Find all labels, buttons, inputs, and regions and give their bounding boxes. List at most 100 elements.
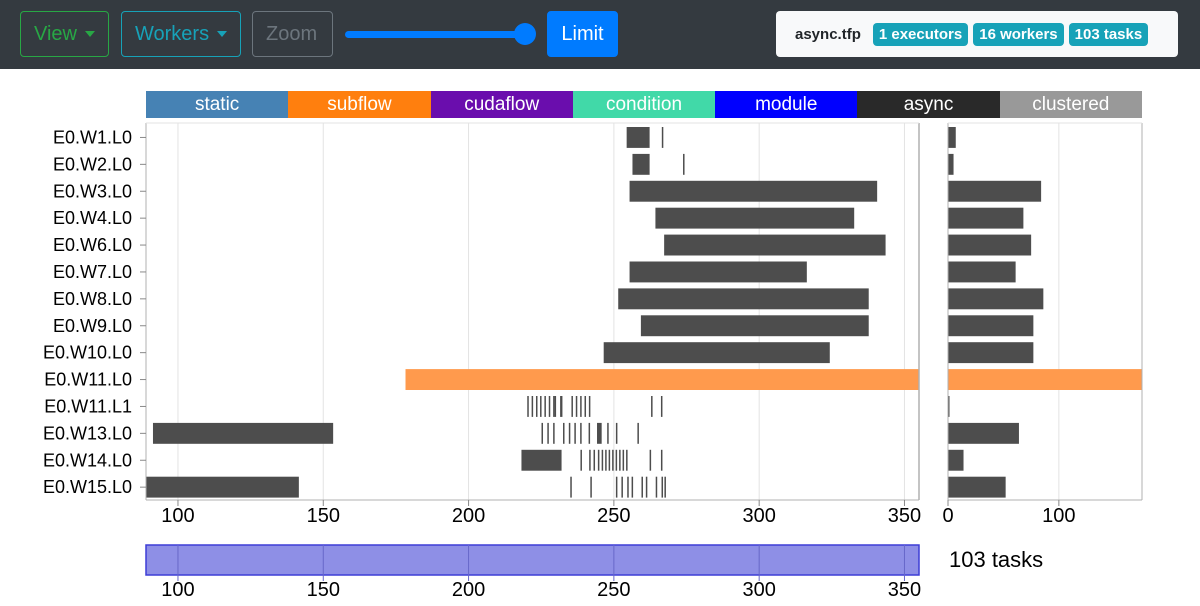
task-bar[interactable]	[527, 396, 529, 417]
task-bar[interactable]	[571, 396, 573, 417]
task-bar[interactable]	[584, 396, 587, 417]
task-bar[interactable]	[607, 422, 609, 444]
task-bar[interactable]	[568, 422, 571, 444]
task-bar[interactable]	[608, 449, 611, 471]
worker-load-bar[interactable]	[948, 180, 1042, 202]
worker-label: E0.W3.L0	[53, 181, 132, 201]
task-bar[interactable]	[603, 342, 830, 364]
task-bar[interactable]	[664, 476, 666, 498]
worker-load-bar[interactable]	[948, 207, 1024, 229]
task-bar[interactable]	[146, 476, 299, 498]
task-bar[interactable]	[641, 476, 643, 498]
task-bar[interactable]	[544, 396, 546, 417]
task-bar[interactable]	[531, 396, 534, 417]
task-bar[interactable]	[535, 396, 538, 417]
task-bar[interactable]	[615, 422, 618, 444]
worker-load-bar[interactable]	[948, 449, 964, 471]
task-bar[interactable]	[589, 449, 591, 471]
task-bar[interactable]	[655, 207, 855, 229]
task-bar[interactable]	[580, 422, 582, 444]
legend-item-subflow[interactable]: subflow	[288, 91, 431, 118]
worker-load-bar[interactable]	[948, 396, 950, 417]
task-bar[interactable]	[637, 422, 639, 444]
task-bar[interactable]	[553, 396, 555, 417]
task-bar[interactable]	[626, 127, 650, 148]
task-bar[interactable]	[574, 422, 576, 444]
brush-selection[interactable]	[145, 544, 920, 576]
legend-item-cudaflow[interactable]: cudaflow	[430, 91, 573, 118]
task-bar[interactable]	[605, 449, 607, 471]
task-bar[interactable]	[597, 449, 600, 471]
legend-item-clustered[interactable]: clustered	[999, 91, 1142, 118]
legend-item-static[interactable]: static	[146, 91, 289, 118]
task-bar[interactable]	[540, 396, 542, 417]
worker-load-bar[interactable]	[948, 369, 1142, 390]
workers-dropdown-button[interactable]: Workers	[121, 11, 241, 57]
task-bar[interactable]	[627, 476, 629, 498]
task-bar[interactable]	[651, 396, 653, 417]
legend-item-condition[interactable]: condition	[572, 91, 716, 118]
top-toolbar: View Workers Zoom Limit async.tfp 1 exec…	[0, 0, 1200, 69]
legend-item-async[interactable]: async	[857, 91, 1000, 118]
task-bar[interactable]	[588, 396, 591, 417]
task-bar[interactable]	[661, 127, 664, 148]
worker-load-bar[interactable]	[948, 315, 1034, 337]
task-bar[interactable]	[664, 234, 886, 256]
task-bar[interactable]	[649, 449, 652, 471]
task-bar[interactable]	[629, 261, 807, 283]
task-bar[interactable]	[575, 396, 578, 417]
task-bar[interactable]	[645, 476, 648, 498]
task-bar[interactable]	[660, 396, 663, 417]
worker-load-bar[interactable]	[948, 288, 1044, 310]
view-dropdown-button[interactable]: View	[20, 11, 109, 57]
task-bar[interactable]	[621, 476, 623, 498]
limit-slider-thumb[interactable]	[514, 23, 536, 45]
worker-load-bar[interactable]	[948, 127, 956, 148]
task-bar[interactable]	[563, 422, 565, 444]
task-bar[interactable]	[660, 449, 663, 471]
task-bar[interactable]	[541, 422, 544, 444]
task-bar[interactable]	[554, 396, 557, 417]
task-bar[interactable]	[560, 396, 563, 417]
task-bar[interactable]	[622, 449, 625, 471]
task-bar[interactable]	[590, 476, 592, 498]
limit-slider[interactable]	[345, 31, 525, 38]
task-bar[interactable]	[631, 476, 634, 498]
task-bar[interactable]	[626, 449, 628, 471]
task-bar[interactable]	[553, 422, 555, 444]
worker-load-bar[interactable]	[948, 261, 1016, 283]
worker-load-bar[interactable]	[948, 422, 1019, 444]
task-bar[interactable]	[655, 476, 658, 498]
task-bar[interactable]	[632, 153, 650, 175]
task-bar[interactable]	[548, 396, 551, 417]
limit-button[interactable]: Limit	[547, 11, 618, 57]
task-bar[interactable]	[618, 288, 869, 310]
task-bar[interactable]	[405, 369, 919, 390]
x-tick-label: 350	[888, 505, 921, 527]
worker-load-bar[interactable]	[948, 342, 1034, 364]
task-bar[interactable]	[152, 422, 334, 444]
worker-load-bar[interactable]	[948, 234, 1032, 256]
task-bar[interactable]	[588, 422, 591, 444]
task-bar[interactable]	[593, 449, 596, 471]
task-bar[interactable]	[570, 476, 572, 498]
task-bar[interactable]	[619, 449, 621, 471]
task-bar[interactable]	[629, 180, 878, 202]
worker-load-bar[interactable]	[948, 476, 1006, 498]
task-bar[interactable]	[640, 315, 869, 337]
legend-item-module[interactable]: module	[715, 91, 858, 118]
task-bar[interactable]	[601, 449, 604, 471]
zoom-button[interactable]: Zoom	[252, 11, 333, 57]
side-x-tick-label: 100	[1042, 505, 1075, 527]
task-bar[interactable]	[521, 449, 562, 471]
worker-load-bar[interactable]	[948, 153, 954, 175]
task-bar[interactable]	[661, 476, 664, 498]
task-bar[interactable]	[615, 476, 618, 498]
task-bar[interactable]	[683, 153, 685, 175]
task-bar[interactable]	[547, 422, 549, 444]
task-bar[interactable]	[615, 449, 618, 471]
task-bar[interactable]	[612, 449, 614, 471]
task-bar[interactable]	[580, 396, 582, 417]
task-bar[interactable]	[597, 422, 602, 444]
task-bar[interactable]	[580, 449, 582, 471]
